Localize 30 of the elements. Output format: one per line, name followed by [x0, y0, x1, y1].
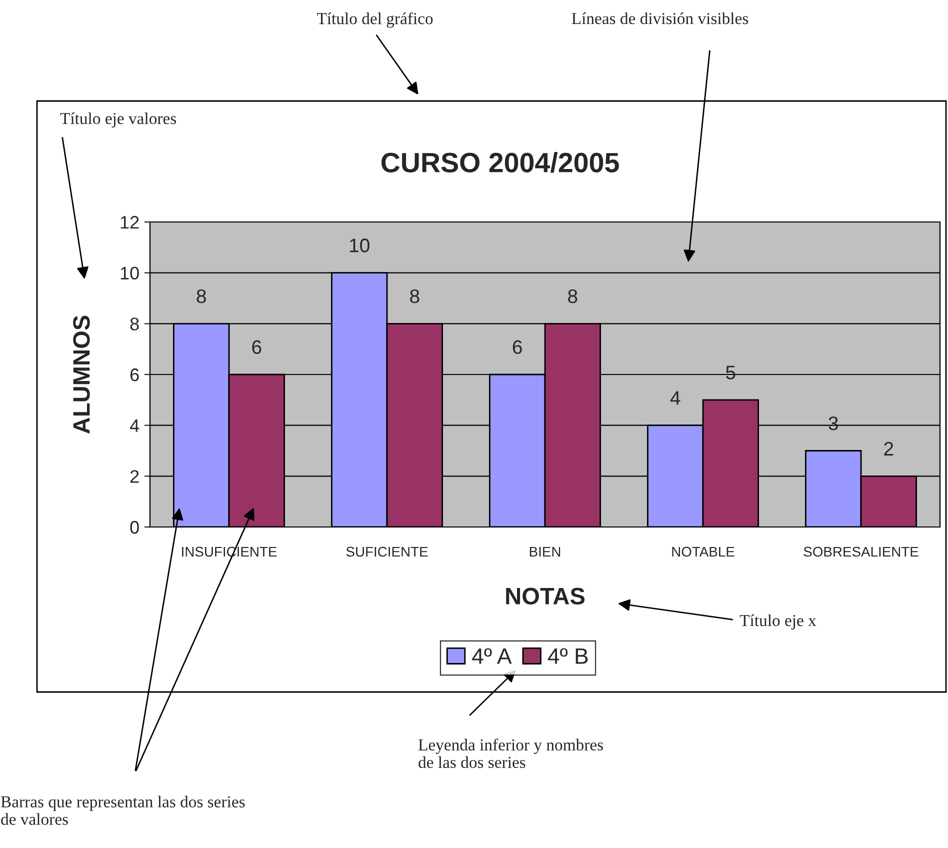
- data-label: 4: [670, 391, 680, 405]
- x-tick-label: SUFICIENTE: [346, 546, 428, 557]
- text: Título eje x: [740, 614, 816, 630]
- text: Título eje valores: [60, 112, 176, 128]
- y-tick-label: 8: [130, 318, 139, 330]
- data-label: 6: [252, 340, 262, 354]
- x-tick-label: BIEN: [530, 546, 560, 557]
- y-tick-label: 12: [120, 216, 139, 229]
- y-tick-label: 4: [130, 419, 140, 432]
- data-label: 10: [350, 238, 370, 252]
- y-tick-label: 10: [120, 266, 139, 280]
- legend-label: 4º B: [548, 648, 588, 664]
- text: Líneas de división visibles: [572, 12, 748, 24]
- x-axis-title: NOTAS: [506, 588, 585, 605]
- text: Título del gráfico: [316, 12, 433, 28]
- chart-title: CURSO 2004/2005: [381, 152, 619, 173]
- x-tick-label: SOBRESALIENTE: [804, 546, 918, 557]
- data-label: 2: [884, 442, 894, 456]
- y-tick-label: 6: [130, 368, 139, 382]
- text: Leyenda inferior y nombres de las dos series: [418, 738, 603, 768]
- legend-label: 4º A: [472, 648, 512, 664]
- data-label: 6: [512, 340, 522, 354]
- text: Barras que representan las dos series de valores: [0, 796, 245, 825]
- data-label: 8: [410, 289, 420, 304]
- y-tick-label: 0: [130, 520, 139, 534]
- y-axis-title: ALUMNOS: [73, 316, 90, 434]
- data-label: 8: [196, 289, 206, 304]
- data-label: 8: [568, 289, 578, 304]
- x-tick-label: NOTABLE: [672, 546, 734, 557]
- y-tick-label: 2: [130, 470, 139, 483]
